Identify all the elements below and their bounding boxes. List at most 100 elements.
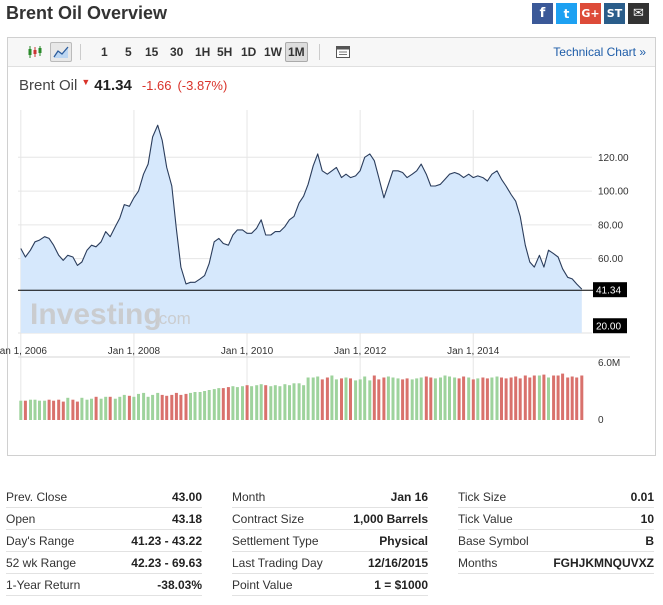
x-tick-label: Jan 1, 2012 bbox=[334, 346, 387, 357]
volume-bar bbox=[52, 400, 56, 420]
volume-bar bbox=[259, 384, 263, 420]
volume-bar bbox=[57, 399, 61, 420]
period-15min[interactable]: 15 bbox=[145, 45, 159, 59]
volume-bar bbox=[75, 401, 79, 420]
stat-label: 52 wk Range bbox=[6, 555, 77, 570]
volume-bar bbox=[19, 400, 23, 420]
volume-bar bbox=[66, 397, 70, 420]
volume-bar bbox=[165, 395, 169, 420]
stat-row: Day's Range 41.23 - 43.22 bbox=[6, 530, 202, 552]
volume-bar bbox=[151, 394, 155, 420]
y-tick-label: 120.00 bbox=[598, 153, 629, 164]
volume-bar bbox=[391, 377, 395, 420]
volume-bar bbox=[174, 392, 178, 420]
quote-header: Brent Oil ▼ 41.34 -1.66 (-3.87%) bbox=[19, 77, 227, 94]
stat-label: Prev. Close bbox=[6, 489, 68, 504]
volume-bar bbox=[368, 380, 372, 420]
price-area-fill bbox=[20, 125, 582, 333]
volume-bar bbox=[297, 383, 301, 420]
volume-bar bbox=[537, 375, 541, 420]
stat-value: 12/16/2015 bbox=[367, 555, 428, 570]
volume-bar bbox=[481, 377, 485, 420]
volume-bar bbox=[580, 375, 584, 420]
y-tick-label: 100.00 bbox=[598, 187, 629, 198]
stat-value: 0.01 bbox=[630, 489, 654, 504]
volume-bar bbox=[495, 376, 499, 420]
stat-row: Months FGHJKMNQUVXZ bbox=[458, 552, 654, 574]
stat-row: Last Trading Day 12/16/2015 bbox=[232, 552, 428, 574]
volume-bar bbox=[471, 379, 475, 420]
volume-bar bbox=[330, 375, 334, 420]
stat-value: 43.00 bbox=[171, 489, 202, 504]
volume-bar bbox=[241, 386, 244, 420]
volume-bar bbox=[122, 394, 126, 420]
stat-value: FGHJKMNQUVXZ bbox=[553, 555, 654, 570]
period-30min[interactable]: 30 bbox=[170, 45, 184, 59]
volume-bar bbox=[255, 385, 259, 420]
volume-bar bbox=[179, 394, 183, 420]
lower-price-label-bg bbox=[593, 318, 627, 334]
stat-label: Point Value bbox=[232, 577, 293, 592]
x-tick-label: Jan 1, 2006 bbox=[0, 346, 47, 357]
stat-row: Point Value 1 = $1000 bbox=[232, 574, 428, 596]
volume-bar bbox=[344, 377, 348, 420]
volume-bar bbox=[528, 377, 532, 420]
volume-bar bbox=[142, 392, 146, 420]
volume-bar bbox=[476, 378, 480, 420]
volume-bar bbox=[235, 387, 239, 420]
technical-chart-link[interactable]: Technical Chart » bbox=[553, 45, 646, 59]
volume-bar bbox=[23, 400, 27, 420]
volume-bar bbox=[532, 375, 536, 420]
stat-label: Settlement Type bbox=[232, 533, 319, 548]
period-5hour[interactable]: 5H bbox=[217, 45, 233, 59]
volume-bar bbox=[264, 385, 268, 420]
x-tick-label: Jan 1, 2014 bbox=[447, 346, 500, 357]
twitter-icon[interactable]: t bbox=[556, 3, 577, 24]
volume-bar bbox=[556, 375, 560, 420]
period-5min[interactable]: 5 bbox=[125, 45, 132, 59]
stat-row: Month Jan 16 bbox=[232, 486, 428, 508]
volume-bar bbox=[566, 377, 570, 420]
volume-bar bbox=[485, 378, 489, 420]
volume-bar bbox=[207, 390, 211, 420]
page-title: Brent Oil Overview bbox=[6, 3, 168, 23]
price-change: -1.66 bbox=[141, 78, 172, 93]
volume-bar bbox=[340, 378, 343, 420]
facebook-icon[interactable]: f bbox=[532, 3, 553, 24]
volume-bar bbox=[283, 384, 287, 420]
period-1min[interactable]: 1 bbox=[101, 45, 108, 59]
stat-label: Day's Range bbox=[6, 533, 75, 548]
stocktwits-icon[interactable]: ST bbox=[604, 3, 625, 24]
email-icon[interactable]: ✉ bbox=[628, 3, 649, 24]
stat-label: Open bbox=[6, 511, 36, 526]
period-1week[interactable]: 1W bbox=[264, 45, 282, 59]
candlestick-chart-icon[interactable] bbox=[24, 42, 46, 62]
volume-bar bbox=[61, 401, 65, 420]
volume-bar bbox=[33, 399, 37, 420]
toolbar-divider bbox=[80, 44, 81, 60]
volume-bar bbox=[500, 377, 503, 420]
table-view-icon[interactable] bbox=[332, 42, 354, 62]
area-chart-icon[interactable] bbox=[50, 42, 72, 62]
volume-bar bbox=[302, 385, 306, 420]
period-1day[interactable]: 1D bbox=[241, 45, 257, 59]
period-1month[interactable]: 1M bbox=[285, 42, 308, 62]
x-tick-label: Jan 1, 2010 bbox=[221, 346, 274, 357]
volume-max-label: 6.0M bbox=[598, 358, 620, 369]
stat-value: -38.03% bbox=[157, 577, 202, 592]
stat-value: Physical bbox=[379, 533, 428, 548]
period-1hour[interactable]: 1H bbox=[195, 45, 211, 59]
volume-bar bbox=[363, 376, 367, 420]
volume-bar bbox=[43, 400, 47, 420]
stat-value: 42.23 - 69.63 bbox=[131, 555, 202, 570]
volume-bar bbox=[462, 376, 466, 420]
volume-bar bbox=[250, 386, 254, 420]
volume-bar bbox=[193, 392, 197, 420]
volume-bar bbox=[156, 392, 160, 420]
volume-bar bbox=[170, 394, 174, 420]
volume-bar bbox=[104, 396, 108, 420]
volume-bar bbox=[80, 397, 84, 420]
volume-bar bbox=[212, 389, 216, 420]
watermark-suffix: .com bbox=[154, 309, 191, 328]
google-plus-icon[interactable]: G+ bbox=[580, 3, 601, 24]
